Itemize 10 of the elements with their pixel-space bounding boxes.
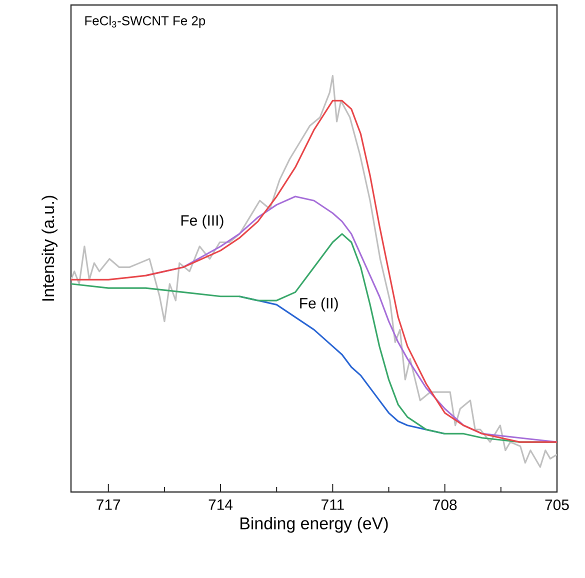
x-axis-title: Binding energy (eV) — [240, 516, 388, 533]
y-axis-title: Intensity (a.u.) — [42, 196, 58, 301]
chart-title: FeCl$_{3}$-SWCNT Fe 2p — [85, 16, 206, 28]
x-tick-label: 714 — [208, 500, 233, 510]
x-tick-label: 708 — [433, 500, 457, 510]
annotation: Fe (II) — [300, 298, 338, 312]
x-tick-label: 705 — [545, 500, 569, 510]
x-tick-label: 717 — [96, 500, 120, 510]
x-tick-label: 711 — [322, 500, 344, 510]
annotation: Fe (III) — [181, 214, 224, 229]
